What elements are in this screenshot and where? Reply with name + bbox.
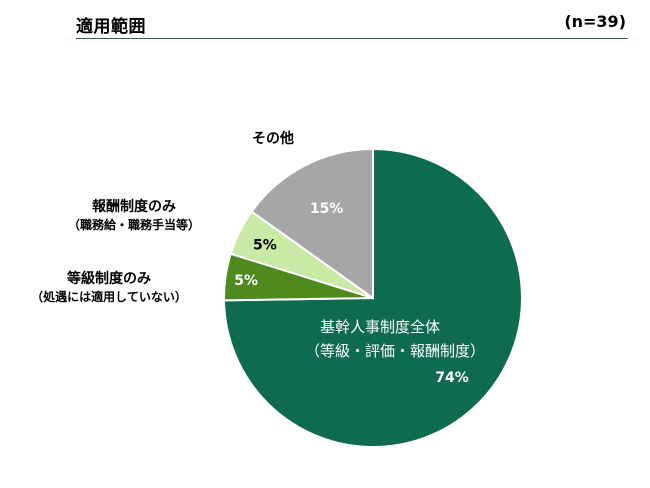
- chart-title: 適用範囲: [76, 17, 146, 37]
- grade-only-sublabel: （処遇には適用していない）: [31, 289, 187, 304]
- slice-label-pay-only: 報酬制度のみ （職務給・職務手当等）: [44, 198, 224, 233]
- slice-label-grade-only: 等級制度のみ （処遇には適用していない）: [4, 270, 214, 305]
- pay-only-label: 報酬制度のみ: [92, 199, 176, 215]
- slice-label-other: その他: [218, 130, 328, 149]
- slice-other: [250, 147, 374, 300]
- value-label-grade-only: 5%: [234, 273, 258, 289]
- sample-size-label: (n=39): [564, 12, 626, 31]
- slice-label-main: 基幹人事制度全体: [320, 318, 440, 336]
- pay-only-sublabel: （職務給・職務手当等）: [67, 217, 200, 232]
- chart-header: 適用範囲 (n=39): [76, 8, 628, 39]
- other-label: その他: [252, 131, 294, 147]
- pie-value-labels: 74% 5% 5% 15%: [234, 201, 468, 386]
- slice-sublabel-main: （等級・評価・報酬制度）: [305, 342, 485, 360]
- value-label-pay-only: 5%: [253, 237, 277, 253]
- value-label-main: 74%: [435, 370, 469, 386]
- grade-only-label: 等級制度のみ: [67, 271, 151, 287]
- value-label-other: 15%: [310, 201, 344, 217]
- pie-slices: [223, 147, 523, 448]
